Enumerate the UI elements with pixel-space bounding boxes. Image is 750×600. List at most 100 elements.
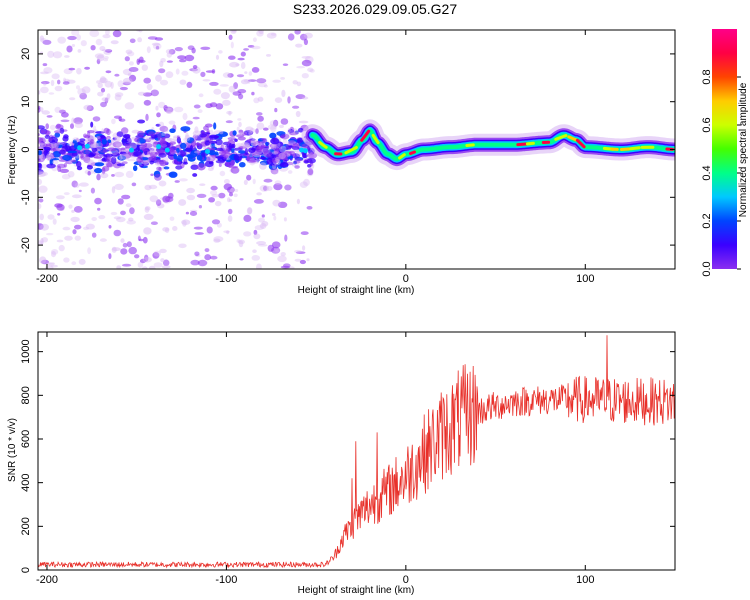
noise-blob <box>169 150 178 154</box>
noise-blob <box>179 59 187 63</box>
noise-blob <box>170 139 178 142</box>
noise-blob <box>243 79 251 83</box>
noise-blob <box>209 147 216 151</box>
noise-blob <box>39 107 44 112</box>
noise-blob <box>130 156 138 159</box>
spectrogram-y-tick-label: 0 <box>20 146 32 152</box>
noise-blob <box>159 79 169 86</box>
noise-blob <box>63 192 70 196</box>
noise-blob <box>111 186 116 194</box>
noise-blob <box>279 157 289 161</box>
noise-blob <box>186 194 196 201</box>
noise-blob <box>108 225 112 229</box>
noise-blob <box>134 137 140 143</box>
noise-blob <box>108 253 112 260</box>
spectrogram-y-axis-label: Frequency (Hz) <box>7 116 18 185</box>
noise-blob <box>41 164 49 169</box>
noise-blob <box>43 149 50 156</box>
noise-blob <box>47 153 54 160</box>
noise-blob <box>272 170 279 175</box>
noise-blob <box>194 126 199 134</box>
noise-blob <box>247 79 257 82</box>
noise-blob <box>38 198 44 203</box>
noise-blob <box>251 255 261 261</box>
noise-blob <box>229 192 233 197</box>
noise-blob <box>48 138 53 141</box>
noise-blob <box>47 50 55 58</box>
noise-blob <box>178 199 187 206</box>
noise-blob <box>176 135 180 139</box>
noise-blob <box>58 149 66 155</box>
page-title: S233.2026.029.09.05.G27 <box>292 1 458 17</box>
noise-blob <box>279 162 289 168</box>
noise-blob <box>270 125 277 133</box>
noise-blob <box>40 238 44 245</box>
noise-blob <box>77 88 86 96</box>
noise-blob <box>149 195 159 203</box>
noise-blob <box>219 130 224 135</box>
noise-blob <box>121 194 131 200</box>
noise-blob <box>116 131 124 138</box>
noise-hotspot <box>299 147 305 153</box>
noise-blob <box>127 51 135 57</box>
noise-blob <box>125 49 133 55</box>
noise-blob <box>190 259 200 266</box>
noise-blob <box>230 30 237 34</box>
noise-blob <box>129 38 136 44</box>
noise-blob <box>77 49 82 53</box>
noise-blob <box>172 136 178 142</box>
noise-blob <box>219 170 226 177</box>
noise-blob <box>266 157 273 165</box>
noise-blob <box>137 91 146 96</box>
spectrogram-x-tick-label: 0 <box>403 273 409 285</box>
noise-blob <box>87 247 91 255</box>
noise-blob <box>238 121 242 128</box>
noise-blob <box>71 194 82 199</box>
noise-blob <box>114 135 121 141</box>
noise-blob <box>228 34 233 40</box>
noise-blob <box>258 217 265 223</box>
noise-blob <box>215 54 220 60</box>
noise-blob <box>192 130 202 137</box>
noise-blob <box>54 130 62 134</box>
noise-blob <box>166 52 172 58</box>
noise-blob <box>41 146 51 151</box>
noise-blob <box>273 183 283 191</box>
noise-blob <box>243 153 251 157</box>
noise-blob <box>76 85 80 90</box>
noise-blob <box>54 132 61 138</box>
noise-blob <box>92 142 99 148</box>
noise-blob <box>209 129 214 136</box>
noise-blob <box>99 77 108 84</box>
noise-blob <box>73 206 83 213</box>
noise-blob <box>256 122 265 130</box>
noise-blob <box>153 262 163 268</box>
noise-blob <box>270 137 280 145</box>
colorbar-gradient <box>712 29 737 269</box>
noise-blob <box>204 161 214 168</box>
noise-blob <box>150 173 154 177</box>
noise-blob <box>97 82 103 89</box>
noise-hotspot <box>77 145 83 151</box>
noise-blob <box>281 89 286 98</box>
noise-blob <box>137 59 146 64</box>
noise-blob <box>182 220 187 227</box>
noise-blob <box>244 71 248 74</box>
noise-blob <box>200 71 206 78</box>
noise-blob <box>101 157 106 162</box>
noise-blob <box>99 46 106 51</box>
noise-blob <box>238 131 244 135</box>
noise-blob <box>112 30 122 38</box>
snr-series-line <box>38 335 675 569</box>
noise-blob <box>71 209 75 213</box>
noise-blob <box>74 224 82 230</box>
noise-blob <box>131 182 137 187</box>
noise-blob <box>62 136 69 142</box>
noise-blob <box>176 155 183 162</box>
noise-blob <box>202 79 211 82</box>
noise-blob <box>122 81 131 86</box>
noise-blob <box>185 120 193 125</box>
noise-blob <box>38 142 45 146</box>
noise-blob <box>105 49 113 53</box>
